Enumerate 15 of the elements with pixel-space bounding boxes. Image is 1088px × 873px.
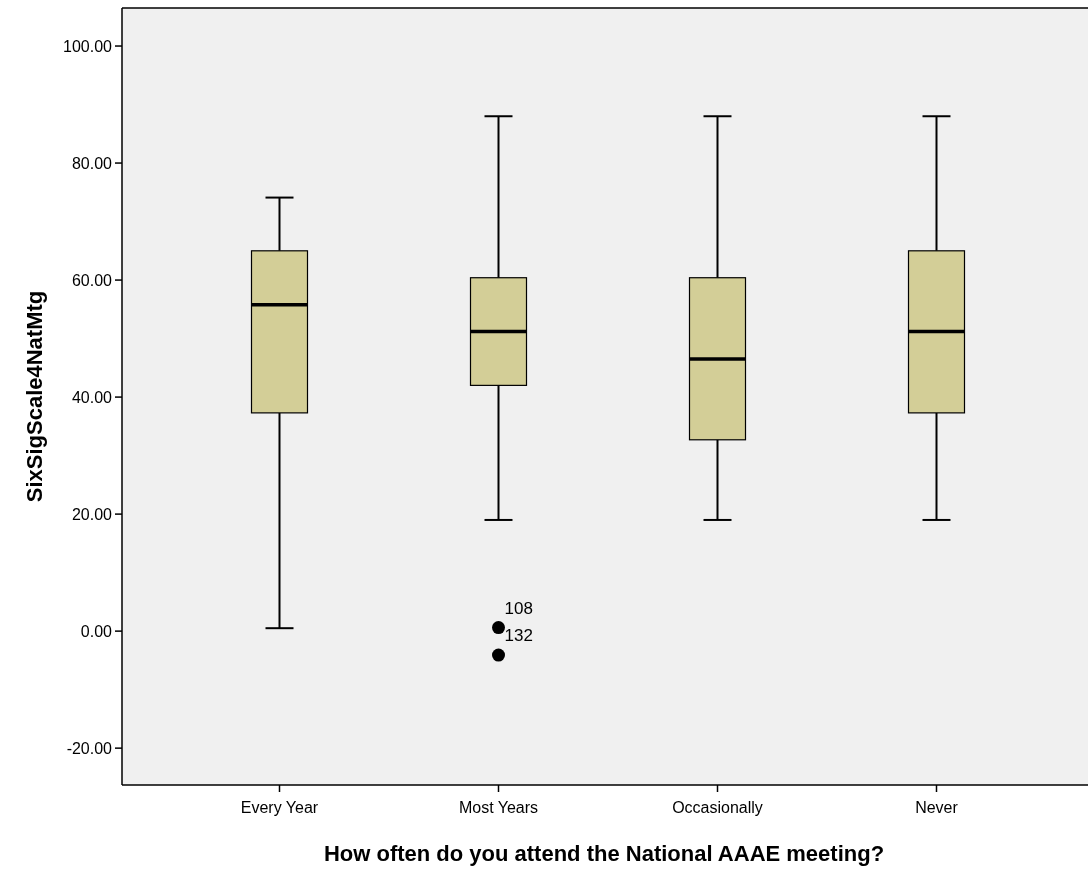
x-tick-label: Every Year — [240, 799, 319, 816]
y-tick-label: 0.00 — [80, 622, 113, 640]
y-tick-label: 60.00 — [71, 271, 113, 289]
y-tick-label: 80.00 — [71, 154, 113, 172]
x-tick-label: Occasionally — [672, 799, 763, 816]
y-tick-label: 40.00 — [71, 388, 113, 406]
x-axis-title: How often do you attend the National AAAE meeting? — [323, 841, 885, 866]
annotation: 132 — [504, 626, 533, 646]
annotation: 108 — [504, 598, 533, 618]
y-axis-title: SixSigScale4NatMtg — [22, 290, 47, 503]
x-tick-label: Never — [915, 799, 959, 816]
x-tick-label: Most Years — [458, 799, 539, 816]
y-tick-label: 20.00 — [71, 505, 113, 523]
y-tick-label: -20.00 — [66, 739, 113, 757]
y-tick-label: 100.00 — [63, 37, 113, 55]
